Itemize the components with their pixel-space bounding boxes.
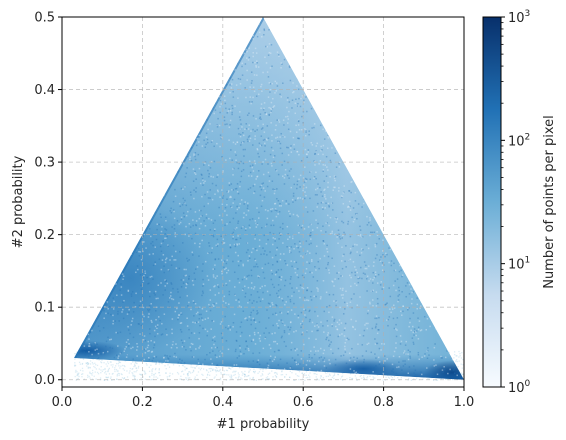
y-tick-label: 0.1 bbox=[34, 301, 55, 316]
y-tick-label: 0.2 bbox=[34, 228, 55, 243]
x-tick-label: 0.6 bbox=[293, 395, 314, 410]
y-axis-ticks: 0.0 0.1 0.2 0.3 0.4 0.5 bbox=[34, 11, 62, 388]
y-tick-label: 0.5 bbox=[34, 11, 55, 26]
y-tick-label: 0.0 bbox=[34, 373, 55, 388]
y-tick-label: 0.4 bbox=[34, 83, 55, 98]
colorbar-tick-label: 103 bbox=[508, 9, 530, 26]
colorbar-scale bbox=[482, 16, 502, 388]
y-axis-label: #2 probability bbox=[11, 155, 26, 248]
colorbar-tick-label: 100 bbox=[508, 379, 531, 396]
x-tick-label: 0.4 bbox=[212, 395, 233, 410]
x-tick-label: 1.0 bbox=[454, 395, 475, 410]
x-axis-ticks: 0.0 0.2 0.4 0.6 0.8 1.0 bbox=[52, 387, 475, 410]
x-tick-label: 0.2 bbox=[132, 395, 153, 410]
colorbar-label: Number of points per pixel bbox=[542, 115, 557, 289]
x-tick-label: 0.8 bbox=[373, 395, 394, 410]
colorbar-ticks: 100 101 102 103 bbox=[501, 9, 531, 396]
y-tick-label: 0.3 bbox=[34, 156, 55, 171]
colorbar-tick-label: 101 bbox=[508, 256, 530, 273]
x-tick-label: 0.0 bbox=[52, 395, 73, 410]
colorbar: 100 101 102 103 Number of points per pixel bbox=[482, 9, 557, 396]
colorbar-tick-label: 102 bbox=[508, 132, 530, 149]
plot-border bbox=[61, 16, 465, 388]
x-axis-label: #1 probability bbox=[217, 417, 310, 432]
